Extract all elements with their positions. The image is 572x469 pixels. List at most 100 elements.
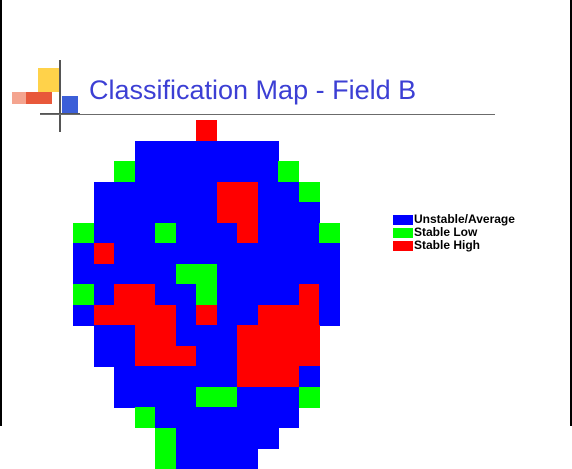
cell-unstable-average <box>216 161 238 182</box>
cell-unstable-average <box>196 407 217 428</box>
cell-stable-high <box>298 304 320 326</box>
cell-unstable-average <box>114 325 135 346</box>
slide-right-border <box>570 0 572 426</box>
cell-stable-high <box>155 345 176 367</box>
cell-stable-high <box>196 304 217 326</box>
cell-stable-high <box>298 284 320 305</box>
cell-unstable-average <box>196 427 217 449</box>
cell-unstable-average <box>196 325 217 346</box>
cell-stable-high <box>237 345 258 367</box>
cell-unstable-average <box>216 222 238 244</box>
cell-stable-high <box>278 325 299 346</box>
cell-stable-high <box>257 325 279 346</box>
cell-unstable-average <box>257 284 279 305</box>
cell-unstable-average <box>319 304 340 326</box>
cell-unstable-average <box>237 284 258 305</box>
cell-unstable-average <box>155 140 176 162</box>
cell-unstable-average <box>175 448 197 469</box>
cell-unstable-average <box>175 140 197 162</box>
cell-unstable-average <box>114 263 135 285</box>
deco-red-gradient-fade <box>12 92 26 104</box>
cell-stable-low <box>114 161 135 182</box>
cell-unstable-average <box>216 304 238 326</box>
cell-unstable-average <box>93 202 115 223</box>
cell-stable-high <box>298 325 320 346</box>
deco-vertical-line <box>59 60 61 132</box>
cell-stable-high <box>237 366 258 387</box>
cell-unstable-average <box>216 345 238 367</box>
cell-unstable-average <box>216 366 238 387</box>
cell-stable-low <box>155 448 176 469</box>
cell-unstable-average <box>237 386 258 408</box>
cell-unstable-average <box>278 222 299 244</box>
cell-stable-high <box>155 325 176 346</box>
cell-unstable-average <box>155 263 176 285</box>
cell-stable-high <box>237 181 258 203</box>
cell-unstable-average <box>155 161 176 182</box>
cell-unstable-average <box>216 448 238 469</box>
legend-label: Stable High <box>414 238 481 252</box>
cell-stable-low <box>298 386 320 408</box>
cell-unstable-average <box>155 243 176 264</box>
cell-unstable-average <box>257 181 279 203</box>
cell-unstable-average <box>196 161 217 182</box>
cell-unstable-average <box>257 407 279 428</box>
cell-stable-low <box>196 386 217 408</box>
legend-label: Unstable/Average <box>414 212 515 226</box>
cell-unstable-average <box>216 243 238 264</box>
cell-stable-low <box>319 222 340 244</box>
cell-unstable-average <box>93 345 115 367</box>
deco-yellow-square <box>38 68 60 92</box>
cell-stable-low <box>196 263 217 285</box>
cell-unstable-average <box>278 181 299 203</box>
cell-unstable-average <box>175 386 197 408</box>
cell-stable-high <box>155 304 176 326</box>
cell-unstable-average <box>114 181 135 203</box>
deco-blue-square <box>62 96 78 114</box>
cell-unstable-average <box>175 304 197 326</box>
cell-unstable-average <box>257 161 279 182</box>
title-decoration-icon <box>12 60 80 132</box>
cell-unstable-average <box>175 202 197 223</box>
cell-unstable-average <box>298 222 320 244</box>
deco-red-gradient-bar <box>24 92 52 104</box>
cell-unstable-average <box>175 181 197 203</box>
cell-stable-high <box>298 345 320 367</box>
cell-unstable-average <box>216 325 238 346</box>
cell-unstable-average <box>73 243 94 264</box>
slide-left-border <box>0 0 2 426</box>
cell-unstable-average <box>134 222 156 244</box>
cell-stable-low <box>196 284 217 305</box>
cell-unstable-average <box>134 243 156 264</box>
cell-unstable-average <box>93 222 115 244</box>
cell-stable-low <box>155 427 176 449</box>
cell-unstable-average <box>175 427 197 449</box>
cell-unstable-average <box>196 181 217 203</box>
cell-unstable-average <box>319 284 340 305</box>
title-underline <box>40 114 495 115</box>
cell-unstable-average <box>298 263 320 285</box>
cell-stable-high <box>237 202 258 223</box>
cell-stable-high <box>257 345 279 367</box>
cell-unstable-average <box>216 263 238 285</box>
cell-unstable-average <box>155 284 176 305</box>
cell-unstable-average <box>175 325 197 346</box>
cell-stable-high <box>237 222 258 244</box>
cell-stable-low <box>278 161 299 182</box>
cell-stable-high <box>114 304 135 326</box>
cell-stable-high <box>114 284 135 305</box>
cell-stable-low <box>155 222 176 244</box>
cell-unstable-average <box>278 407 299 428</box>
cell-stable-high <box>175 345 197 367</box>
cell-unstable-average <box>155 366 176 387</box>
cell-stable-high <box>216 181 238 203</box>
cell-stable-high <box>237 325 258 346</box>
cell-unstable-average <box>134 140 156 162</box>
cell-unstable-average <box>175 407 197 428</box>
cell-unstable-average <box>93 263 115 285</box>
cell-unstable-average <box>257 243 279 264</box>
cell-unstable-average <box>216 284 238 305</box>
cell-unstable-average <box>134 263 156 285</box>
cell-unstable-average <box>196 222 217 244</box>
